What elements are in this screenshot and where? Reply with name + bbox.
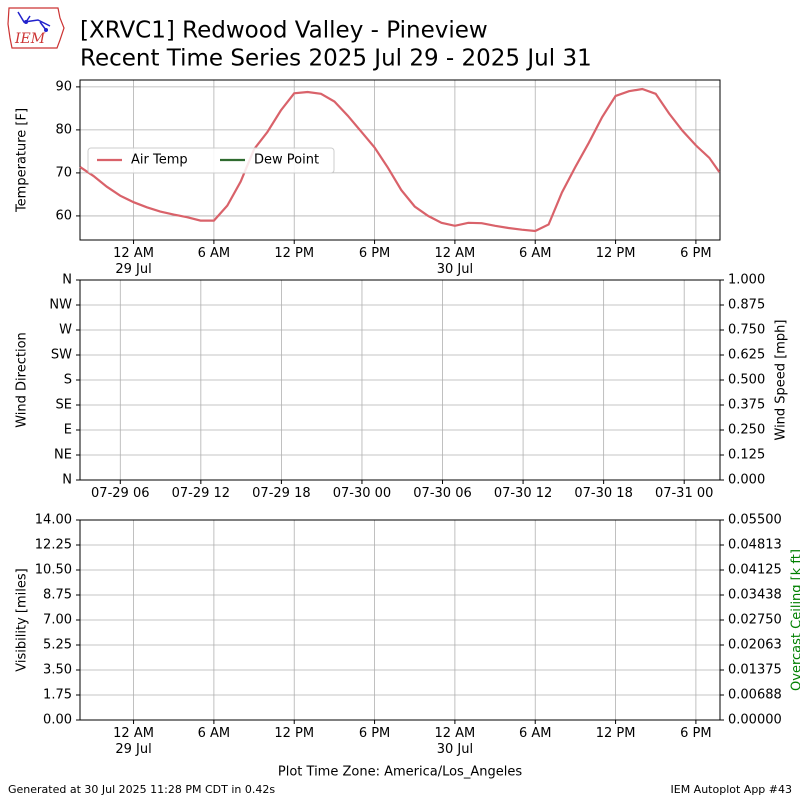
- x-tick-label: 12 PM: [274, 246, 315, 261]
- x-tick-label: 6 AM: [518, 726, 552, 741]
- y2-tick-label: 0.625: [728, 348, 765, 363]
- y2-axis-label: Overcast Ceiling [k ft]: [790, 549, 800, 691]
- y2-tick-label: 0.750: [728, 323, 765, 338]
- x-tick-label: 6 AM: [197, 726, 231, 741]
- y-tick-label: N: [62, 473, 72, 488]
- y2-tick-label: 0.05500: [728, 513, 782, 528]
- x-tick-label: 12 PM: [274, 726, 315, 741]
- y-tick-label: 3.50: [43, 663, 72, 678]
- y-tick-label: W: [59, 323, 72, 338]
- logo: IEM: [7, 7, 65, 49]
- logo-text: IEM: [14, 31, 46, 47]
- plot-frame: [79, 79, 721, 241]
- y-axis-label: Wind Direction: [15, 332, 30, 428]
- x-axis-label: Plot Time Zone: America/Los_Angeles: [278, 765, 522, 780]
- x-tick-label: 07-29 06: [91, 486, 150, 501]
- y-tick-label: N: [62, 273, 72, 288]
- footer-left: Generated at 30 Jul 2025 11:28 PM CDT in…: [8, 783, 275, 796]
- y-tick-label: 12.25: [35, 538, 72, 553]
- y-axis-label: Visibility [miles]: [15, 568, 30, 671]
- title-line: Recent Time Series 2025 Jul 29 - 2025 Ju…: [80, 46, 592, 72]
- x-tick-label: 6 PM: [358, 246, 391, 261]
- x-tick-label: 6 AM: [197, 246, 231, 261]
- y2-tick-label: 0.04125: [728, 563, 782, 578]
- legend-box: [87, 147, 335, 174]
- plot-frame: [79, 279, 721, 481]
- x-tick-label: 12 AM 30 Jul: [434, 726, 476, 757]
- y-tick-label: NE: [54, 448, 72, 463]
- y-tick-label: 70: [55, 165, 72, 180]
- x-tick-label: 07-30 18: [574, 486, 633, 501]
- y-tick-label: E: [64, 423, 72, 438]
- x-tick-label: 6 PM: [680, 246, 712, 261]
- y2-tick-label: 0.375: [728, 398, 765, 413]
- y-tick-label: NW: [49, 298, 72, 313]
- x-tick-label: 07-31 00: [654, 486, 714, 501]
- y2-tick-label: 0.01375: [728, 663, 782, 678]
- y-tick-label: 80: [55, 122, 72, 137]
- y-tick-label: S: [64, 373, 72, 388]
- y2-tick-label: 0.03438: [728, 588, 782, 603]
- y2-axis-label: Wind Speed [mph]: [774, 320, 789, 441]
- plot-frame: [79, 519, 721, 721]
- x-tick-label: 07-29 18: [252, 486, 311, 501]
- x-tick-label: 12 AM 29 Jul: [113, 246, 154, 277]
- x-tick-label: 07-29 12: [171, 486, 231, 501]
- y2-tick-label: 1.000: [728, 273, 765, 288]
- x-tick-label: 12 AM 29 Jul: [113, 726, 154, 757]
- x-tick-label: 07-30 06: [413, 486, 472, 501]
- x-tick-label: 6 PM: [358, 726, 391, 741]
- y-tick-label: SW: [51, 348, 72, 363]
- y-tick-label: 0.00: [43, 713, 72, 728]
- series-line: [79, 87, 721, 233]
- y-tick-label: 60: [55, 208, 72, 223]
- footer-right: IEM Autoplot App #43: [671, 783, 793, 796]
- y2-tick-label: 0.875: [728, 298, 765, 313]
- x-tick-label: 12 PM: [595, 726, 636, 741]
- y2-tick-label: 0.500: [728, 373, 765, 388]
- y2-tick-label: 0.02063: [728, 638, 782, 653]
- x-tick-label: 12 PM: [595, 246, 636, 261]
- y2-tick-label: 0.04813: [728, 538, 782, 553]
- legend-label: Dew Point: [254, 153, 319, 168]
- y-tick-label: SE: [56, 398, 72, 413]
- y-tick-label: 90: [55, 79, 72, 94]
- x-tick-label: 07-30 12: [493, 486, 553, 501]
- y-tick-label: 14.00: [35, 513, 72, 528]
- y-tick-label: 5.25: [43, 638, 72, 653]
- y-tick-label: 10.50: [35, 563, 72, 578]
- y-tick-label: 8.75: [43, 588, 72, 603]
- y2-tick-label: 0.02750: [728, 613, 782, 628]
- y-tick-label: 7.00: [43, 613, 72, 628]
- y-axis-label: Temperature [F]: [15, 108, 30, 213]
- title-line: [XRVC1] Redwood Valley - Pineview: [80, 18, 488, 44]
- y2-tick-label: 0.000: [728, 473, 765, 488]
- y-tick-label: 1.75: [43, 688, 72, 703]
- y2-tick-label: 0.00000: [728, 713, 782, 728]
- x-tick-label: 12 AM 30 Jul: [434, 246, 476, 277]
- y2-tick-label: 0.250: [728, 423, 765, 438]
- legend-label: Air Temp: [131, 153, 188, 168]
- x-tick-label: 6 AM: [518, 246, 552, 261]
- x-tick-label: 07-30 00: [332, 486, 392, 501]
- y2-tick-label: 0.125: [728, 448, 765, 463]
- x-tick-label: 6 PM: [680, 726, 712, 741]
- y2-tick-label: 0.00688: [728, 688, 782, 703]
